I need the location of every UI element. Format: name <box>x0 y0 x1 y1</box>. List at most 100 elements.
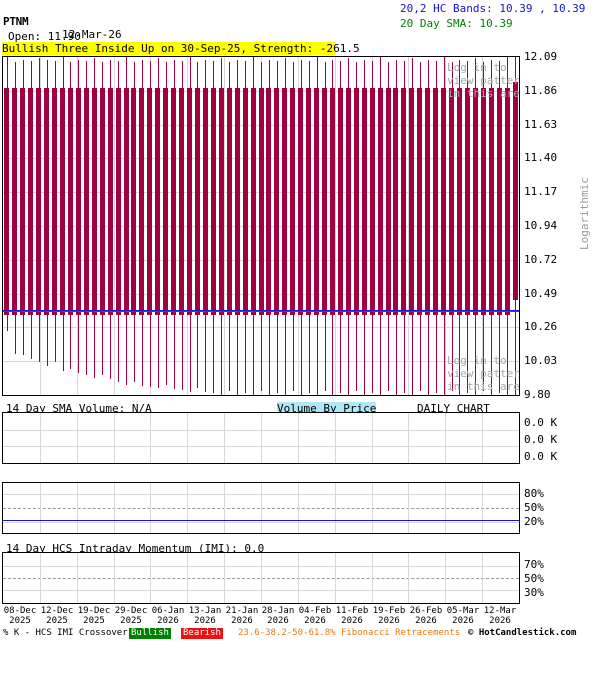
watermark-line-1-top: Log in to <box>447 61 507 74</box>
gridline-vertical <box>77 553 78 603</box>
imi-chart-panel[interactable] <box>2 552 520 604</box>
gridline-vertical <box>261 413 262 463</box>
price-axis-tick: 9.80 <box>524 388 551 401</box>
watermark-line-1-bottom: Log in to <box>447 354 507 367</box>
candle-body <box>266 88 271 315</box>
candle-body <box>338 88 343 315</box>
date-axis-tick-year: 2026 <box>194 616 216 626</box>
candle-body <box>497 88 502 315</box>
gridline-vertical <box>408 553 409 603</box>
hc-bands-line <box>3 310 519 311</box>
price-axis-tick: 10.03 <box>524 354 558 367</box>
volume-axis-tick: 0.0 K <box>524 416 558 429</box>
date-axis-tick-day: 11-Feb <box>335 606 369 616</box>
gridline-vertical <box>335 553 336 603</box>
gridline-vertical <box>372 483 373 533</box>
imi-axis-tick: 50% <box>524 572 544 585</box>
sma-legend: 20 Day SMA: 10.39 <box>400 17 513 30</box>
candle-body <box>386 88 391 315</box>
pattern-banner[interactable]: Bullish Three Inside Up on 30-Sep-25, St… <box>2 42 360 55</box>
date-axis-tick: 29-Dec 2025 <box>103 606 159 626</box>
candle-body <box>211 88 216 315</box>
gridline-vertical <box>114 413 115 463</box>
candle-body <box>131 88 136 315</box>
price-axis-tick: 11.17 <box>524 185 558 198</box>
candle-body <box>12 88 17 315</box>
price-axis-title: Logarithmic <box>578 177 591 250</box>
date-axis-tick-day: 12-Mar <box>483 606 517 616</box>
gridline-vertical <box>187 413 188 463</box>
candle-body <box>481 88 486 315</box>
daily-chart-label: DAILY CHART <box>417 402 490 415</box>
candle-body <box>28 88 33 315</box>
date-axis-tick-year: 2025 <box>9 616 31 626</box>
candle-body <box>147 88 152 315</box>
date-axis-tick: 08-Dec 2025 <box>0 606 48 626</box>
candle-body <box>163 88 168 315</box>
gridline-vertical <box>335 483 336 533</box>
date-axis-tick: 19-Feb 2026 <box>361 606 417 626</box>
imi-axis-tick: 30% <box>524 586 544 599</box>
candle-body <box>92 88 97 315</box>
gridline-vertical <box>408 57 409 395</box>
date-axis-tick-year: 2026 <box>452 616 474 626</box>
stochastic-chart-panel[interactable] <box>2 482 520 534</box>
gridline-vertical <box>335 413 336 463</box>
date-axis-tick: 11-Feb 2026 <box>324 606 380 626</box>
candle-body <box>251 88 256 315</box>
gridline-vertical <box>40 413 41 463</box>
gridline-vertical <box>224 57 225 395</box>
candle-body <box>139 88 144 315</box>
candle-body <box>195 88 200 315</box>
candle-body <box>243 88 248 315</box>
candle-body <box>20 88 25 315</box>
candle-body <box>116 88 121 315</box>
copyright-label: © HotCandlestick.com <box>468 628 577 638</box>
date-axis-tick: 05-Mar 2026 <box>435 606 491 626</box>
candle-body <box>171 88 176 315</box>
date-axis-tick: 26-Feb 2026 <box>398 606 454 626</box>
candle-body <box>155 88 160 315</box>
stochastic-axis-tick: 50% <box>524 501 544 514</box>
volume-chart-panel[interactable] <box>2 412 520 464</box>
watermark-line-3-bottom: in this area <box>447 380 520 393</box>
gridline-vertical <box>114 57 115 395</box>
candle-body <box>100 88 105 315</box>
ticker-symbol[interactable]: PTNM <box>3 15 29 28</box>
gridline-vertical <box>445 553 446 603</box>
stochastic-axis-tick: 20% <box>524 515 544 528</box>
gridline-vertical <box>150 483 151 533</box>
date-axis-tick-year: 2026 <box>157 616 179 626</box>
gridline-vertical <box>445 413 446 463</box>
price-axis-tick: 11.86 <box>524 84 558 97</box>
candle-body <box>354 88 359 315</box>
candle-body <box>290 88 295 315</box>
candle-body <box>76 88 81 315</box>
quote-header: PTNM 12-Mar-26 Close: 10.39 Change: 0.00… <box>0 0 600 82</box>
gridline-vertical <box>445 483 446 533</box>
date-axis-tick-year: 2026 <box>415 616 437 626</box>
candle-body <box>505 88 510 315</box>
candle-body <box>60 88 65 315</box>
chart-footer-legend: % K - HCS IMI Crossover, Bullish Bearish… <box>0 628 600 640</box>
candle-body <box>259 88 264 315</box>
candle-body <box>219 88 224 315</box>
candle-body <box>449 88 454 315</box>
candle-body <box>457 88 462 315</box>
gridline-vertical <box>372 553 373 603</box>
candle-body <box>274 88 279 315</box>
candle-body <box>203 88 208 315</box>
stochastic-axis-tick: 80% <box>524 487 544 500</box>
date-axis-tick: 21-Jan 2026 <box>214 606 270 626</box>
candle-body <box>179 88 184 315</box>
fibonacci-legend: 23.6-38.2-50-61.8% Fibonacci Retracement… <box>238 628 461 638</box>
candle-body <box>362 88 367 315</box>
gridline-vertical <box>298 413 299 463</box>
price-chart-panel[interactable]: Log in to view patterns in this area Log… <box>2 56 520 396</box>
gridline-vertical <box>187 483 188 533</box>
date-axis-tick-day: 12-Dec <box>40 606 74 616</box>
volume-by-price-label[interactable]: Volume By Price <box>277 402 377 415</box>
date-axis: 08-Dec 2025 12-Dec 2025 19-Dec 2025 29-Dec 2025… <box>0 606 600 628</box>
candle-body <box>314 88 319 315</box>
price-axis-tick: 10.49 <box>524 287 558 300</box>
